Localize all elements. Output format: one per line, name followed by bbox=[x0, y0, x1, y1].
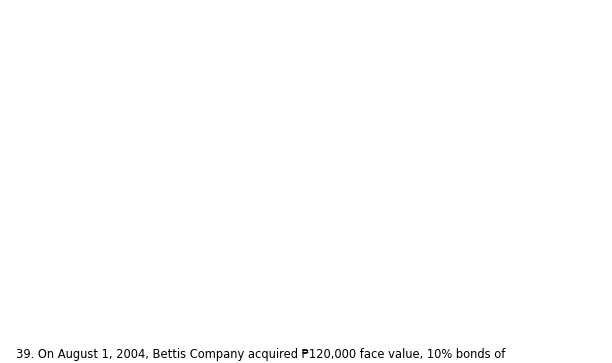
Text: 39. On August 1, 2004, Bettis Company acquired ₱120,000 face value, 10% bonds of: 39. On August 1, 2004, Bettis Company ac… bbox=[16, 348, 506, 361]
